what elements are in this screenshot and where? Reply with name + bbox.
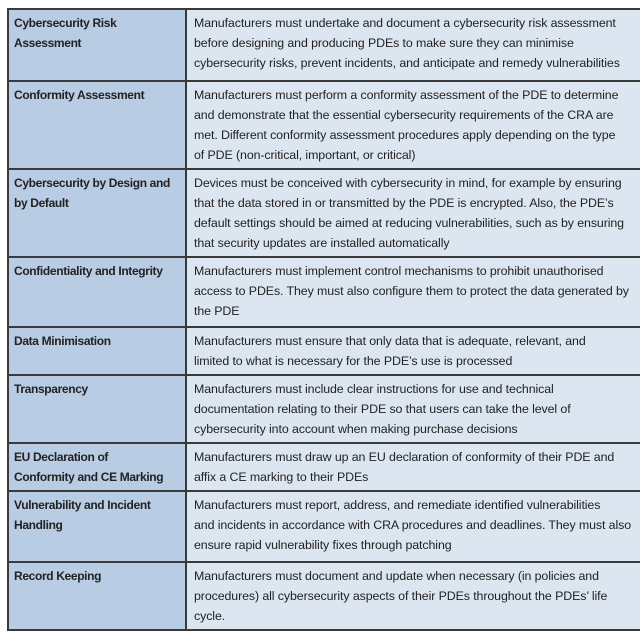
requirement-name-cell: Vulnerability and Incident Handling bbox=[7, 490, 187, 563]
requirement-name-cell: EU Declaration of Conformity and CE Mark… bbox=[7, 442, 187, 492]
requirement-description-cell: Manufacturers must draw up an EU declara… bbox=[185, 442, 640, 492]
requirement-name-cell: Confidentiality and Integrity bbox=[7, 256, 187, 328]
table-row: Cybersecurity Risk Assessment Manufacture… bbox=[7, 8, 640, 82]
requirement-description-cell: Manufacturers must ensure that only data… bbox=[185, 326, 640, 376]
requirement-name-cell: Cybersecurity Risk Assessment bbox=[7, 8, 187, 82]
requirement-description-cell: Manufacturers must undertake and documen… bbox=[185, 8, 640, 82]
requirement-description-cell: Manufacturers must document and update w… bbox=[185, 561, 640, 631]
table-row: Vulnerability and Incident Handling Manuf… bbox=[7, 490, 640, 563]
table-row: Cybersecurity by Design and by Default De… bbox=[7, 168, 640, 258]
requirement-description-cell: Manufacturers must implement control mec… bbox=[185, 256, 640, 328]
requirement-name-cell: Cybersecurity by Design and by Default bbox=[7, 168, 187, 258]
requirement-name-cell: Data Minimisation bbox=[7, 326, 187, 376]
requirement-description-cell: Manufacturers must include clear instruc… bbox=[185, 374, 640, 444]
requirement-description-cell: Devices must be conceived with cybersecu… bbox=[185, 168, 640, 258]
requirement-name-cell: Record Keeping bbox=[7, 561, 187, 631]
requirement-description-cell: Manufacturers must report, address, and … bbox=[185, 490, 640, 563]
table-row: Data Minimisation Manufacturers must ensu… bbox=[7, 326, 640, 376]
table-row: Conformity Assessment Manufacturers must … bbox=[7, 80, 640, 170]
requirement-name-cell: Conformity Assessment bbox=[7, 80, 187, 170]
table-row: Transparency Manufacturers must include c… bbox=[7, 374, 640, 444]
table-row: EU Declaration of Conformity and CE Mark… bbox=[7, 442, 640, 492]
table-row: Record Keeping Manufacturers must documen… bbox=[7, 561, 640, 631]
cra-table-body: Cybersecurity Risk Assessment Manufacture… bbox=[7, 8, 640, 631]
requirement-name-cell: Transparency bbox=[7, 374, 187, 444]
requirement-description-cell: Manufacturers must perform a conformity … bbox=[185, 80, 640, 170]
table-row: Confidentiality and Integrity Manufacture… bbox=[7, 256, 640, 328]
cra-requirements-table: Cybersecurity Risk Assessment Manufacture… bbox=[7, 8, 640, 631]
